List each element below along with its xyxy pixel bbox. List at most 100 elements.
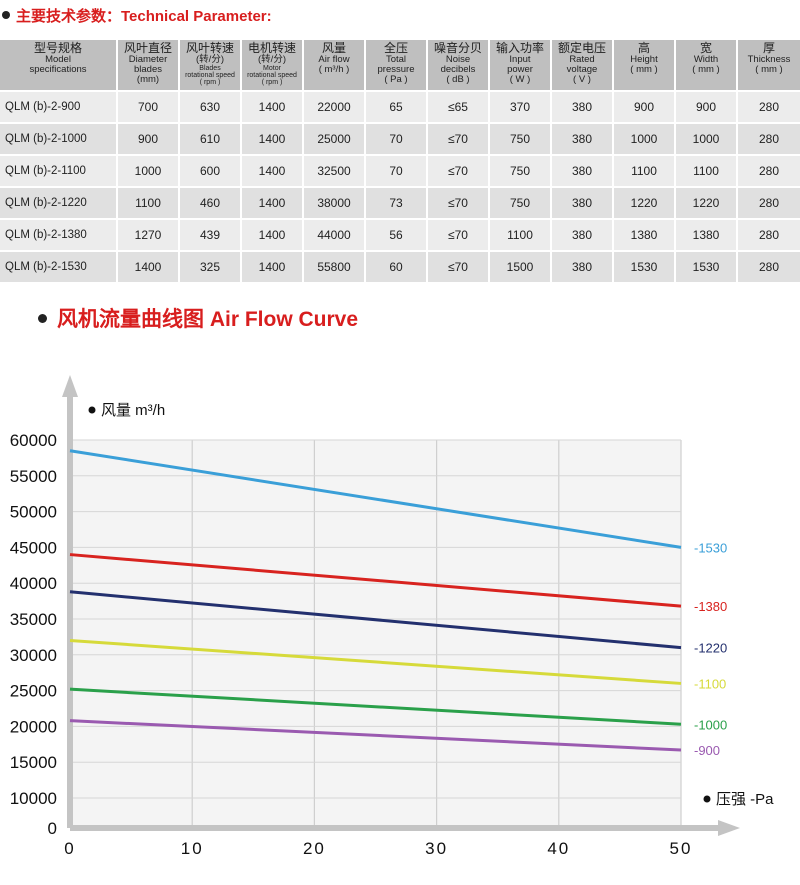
spec-header-en: Input [509, 53, 531, 65]
table-cell: 73 [364, 185, 427, 219]
table-cell: 1100 [488, 217, 551, 251]
x-axis-label: 压强 -Pa [716, 791, 774, 808]
series-label: -1530 [694, 540, 727, 555]
x-tick-label: 0 [64, 839, 75, 858]
table-cell: 280 [736, 217, 800, 251]
table-row: QLM (b)-2-1000 900 610 1400 25000 70 ≤70 750 380… [0, 121, 800, 155]
spec-header-en: Thickness [747, 53, 791, 65]
spec-header-en: Total [385, 53, 407, 65]
y-tick-label: 25000 [10, 682, 57, 701]
table-cell: 900 [612, 89, 675, 123]
series-line [69, 590, 682, 650]
air-flow-curve-title: 风机流量曲线图 Air Flow Curve [57, 308, 359, 331]
table-row: QLM (b)-2-1220 1100 460 1400 38000 73 ≤70 750 38… [0, 185, 800, 219]
spec-header-en: (转/分) [258, 53, 286, 65]
table-row: QLM (b)-2-1530 1400 325 1400 55800 60 ≤70 1500 3… [0, 249, 800, 282]
air-flow-curve-heading: 风机流量曲线图 Air Flow Curve [38, 305, 358, 331]
series-line [69, 719, 682, 752]
table-cell: 1400 [240, 217, 303, 251]
series-label: -1380 [694, 599, 727, 614]
spec-header-en: ( mm ) [692, 63, 720, 75]
model-cell: QLM (b)-2-1220 [0, 185, 117, 219]
table-cell: 1500 [488, 249, 551, 282]
model-cell: QLM (b)-2-1530 [0, 249, 117, 282]
table-cell: 370 [488, 89, 551, 123]
spec-header-zh: 型号规格 [33, 41, 82, 55]
spec-header-en: blades [134, 63, 162, 75]
y-axis-label: 风量 m³/h [101, 402, 165, 419]
spec-header-en: Noise [445, 53, 471, 65]
table-cell: 610 [178, 121, 241, 155]
spec-header-cell: 风叶直径 Diameter blades (mm) [116, 40, 179, 91]
spec-header-cell: 型号规格 Model specifications [0, 40, 117, 91]
spec-header-en: ( mm ) [755, 63, 783, 75]
spec-header-en: Motor [263, 64, 281, 72]
table-cell: 1400 [240, 89, 303, 123]
table-cell: 1000 [612, 121, 675, 155]
spec-table: 型号规格 Model specifications 风叶直径 Diameter blade… [0, 40, 800, 282]
bullet-icon [38, 313, 47, 323]
table-cell: ≤70 [426, 217, 489, 251]
table-row: QLM (b)-2-1380 1270 439 1400 44000 56 ≤70 1100 3… [0, 217, 800, 251]
spec-header-cell: 噪音分贝 Noise decibels( dB ) [426, 40, 489, 91]
spec-header-en: decibels [440, 63, 476, 75]
y-tick-label: 50000 [10, 503, 57, 522]
table-cell: 22000 [302, 89, 365, 123]
table-cell: 44000 [302, 217, 365, 251]
model-cell: QLM (b)-2-1380 [0, 217, 117, 251]
technical-parameter-heading: 主要技术参数：Technical Parameter: [0, 4, 272, 26]
table-row: QLM (b)-2-900 700 630 1400 22000 65 ≤65 370 380 9… [0, 89, 800, 123]
series-line [69, 638, 682, 685]
spec-header-zh: 电机转速 [247, 41, 296, 55]
spec-header-en: ( rpm ) [199, 79, 221, 87]
bullet-icon [2, 11, 10, 19]
table-cell: 65 [364, 89, 427, 123]
table-cell: 280 [736, 121, 800, 155]
series-label: -1100 [694, 676, 726, 691]
table-cell: 60 [364, 249, 427, 282]
table-cell: 1000 [674, 121, 737, 155]
table-cell: 325 [178, 249, 241, 282]
series-line [69, 687, 682, 726]
spec-header-zh: 额定电压 [557, 41, 606, 55]
spec-header-en: ( rpm ) [261, 79, 283, 87]
spec-header-zh: 风量 [321, 41, 346, 55]
table-cell: 25000 [302, 121, 365, 155]
spec-header-cell: 额定电压 Rated voltage( V ) [550, 40, 613, 91]
y-tick-label: 30000 [10, 646, 57, 665]
table-cell: 750 [488, 153, 551, 187]
spec-header-cell: 风叶转速 (转/分) Blades rotational speed( rpm ) [178, 40, 241, 91]
spec-header-zh: 宽 [699, 41, 712, 55]
series-line [69, 449, 682, 549]
table-cell: 630 [178, 89, 241, 123]
spec-header-zh: 输入功率 [495, 41, 544, 55]
spec-header-en: Model [45, 53, 71, 65]
spec-header-cell: 高 Height( mm ) [612, 40, 675, 91]
table-cell: 1530 [674, 249, 737, 282]
model-cell: QLM (b)-2-1100 [0, 153, 117, 187]
table-cell: 1000 [116, 153, 179, 187]
table-cell: 1100 [116, 185, 179, 219]
air-flow-chart: 0 10000 15000 20000 25000 30000 35000 40000 4500… [10, 375, 774, 858]
spec-header-zh: 全压 [383, 41, 408, 55]
table-cell: 600 [178, 153, 241, 187]
x-tick-label: 40 [547, 839, 570, 858]
x-tick-label: 10 [181, 839, 204, 858]
table-cell: ≤65 [426, 89, 489, 123]
spec-header-en: (mm) [136, 73, 160, 85]
spec-header-zh: 噪音分贝 [433, 41, 482, 55]
spec-header-zh: 风叶转速 [185, 41, 234, 55]
table-cell: 380 [550, 217, 613, 251]
table-cell: 32500 [302, 153, 365, 187]
series-label: -900 [694, 743, 720, 758]
table-cell: 1400 [116, 249, 179, 282]
spec-header-en: Diameter [128, 53, 168, 65]
spec-header-en: Rated [569, 53, 595, 65]
table-cell: 439 [178, 217, 241, 251]
spec-header-en: Width [693, 53, 719, 65]
table-cell: 280 [736, 89, 800, 123]
table-cell: 70 [364, 153, 427, 187]
spec-header-en: ( m³/h ) [318, 63, 350, 75]
spec-header-cell: 厚 Thickness( mm ) [736, 40, 800, 91]
spec-header-zh: 风叶直径 [123, 41, 172, 55]
